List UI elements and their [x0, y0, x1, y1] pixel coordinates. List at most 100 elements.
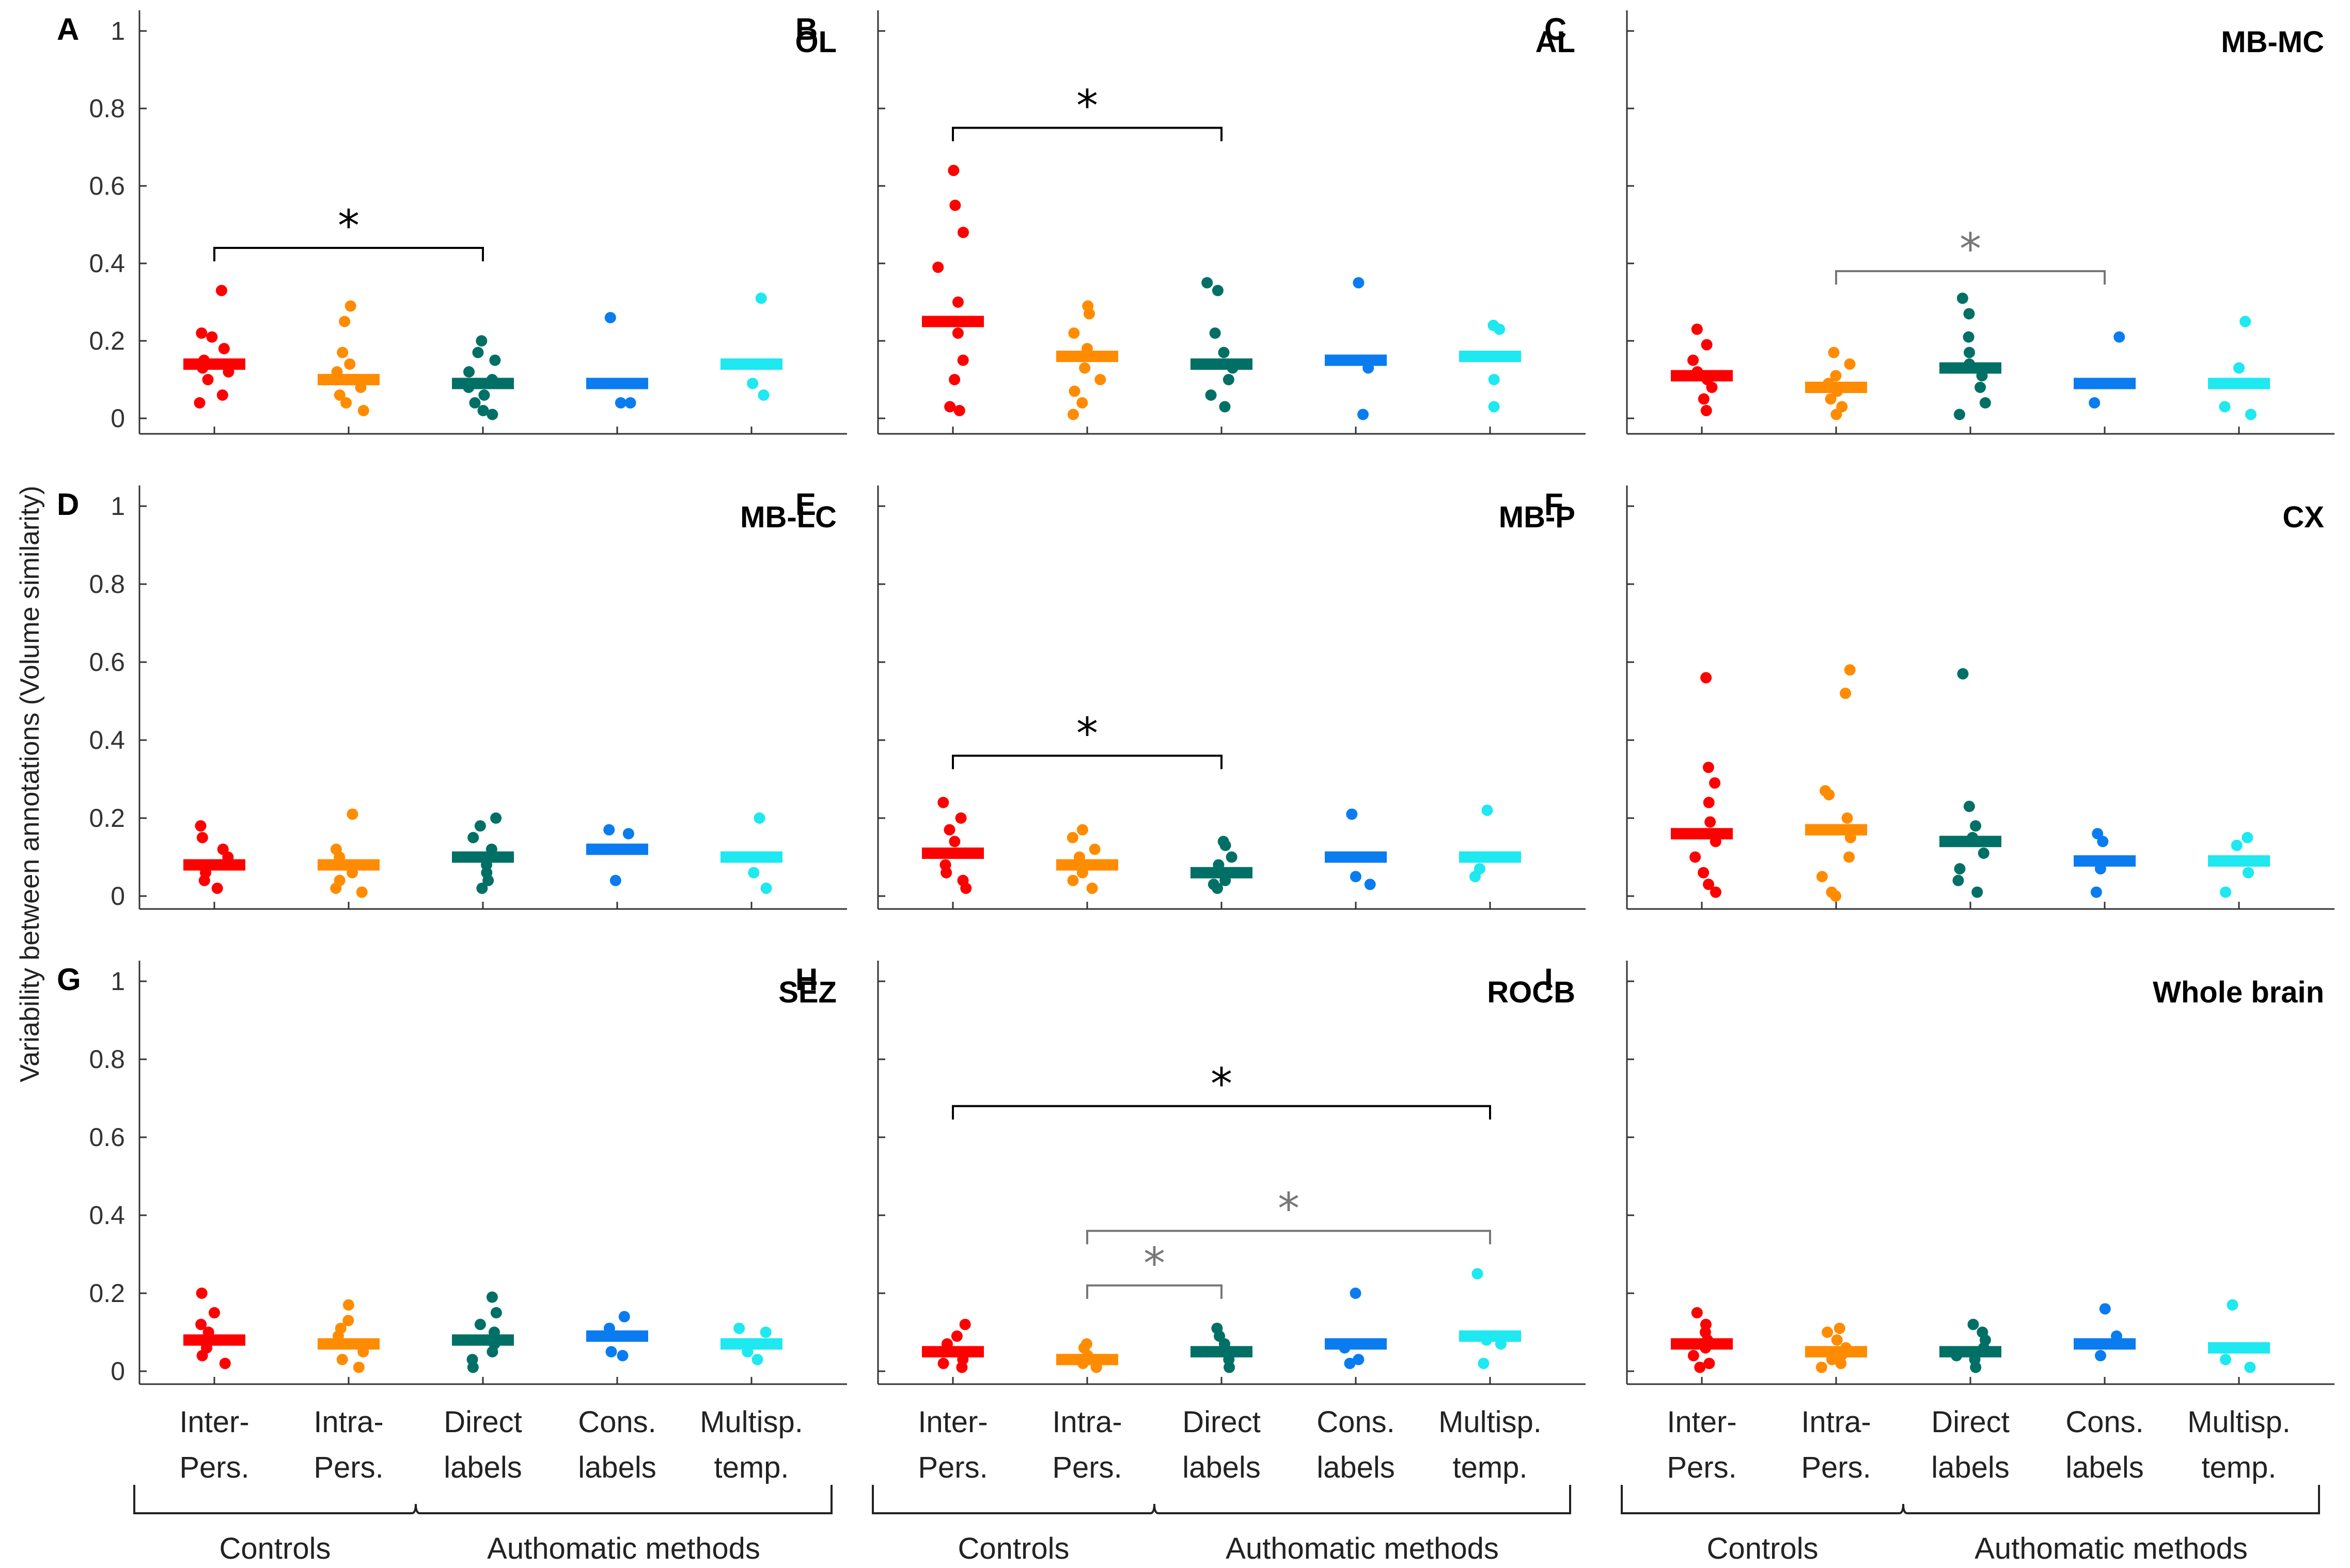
x-category-line2: temp. — [714, 1451, 789, 1484]
data-point — [336, 1354, 348, 1366]
data-point — [949, 374, 961, 385]
significance-bracket — [952, 127, 1223, 142]
data-point — [1830, 890, 1842, 902]
data-point — [334, 389, 346, 401]
data-point — [1694, 1361, 1706, 1373]
data-point — [467, 1361, 479, 1373]
data-point — [474, 1319, 486, 1330]
group-label-controls: Controls — [958, 1532, 1070, 1565]
panel-I — [1626, 961, 2335, 1385]
data-point — [1834, 1322, 1845, 1334]
panel-title: MB-MC — [2221, 25, 2324, 59]
significance-star: * — [1278, 1183, 1299, 1234]
y-tick-label: 0.2 — [89, 326, 125, 355]
significance-bracket — [1086, 1284, 1223, 1299]
data-point — [1967, 1319, 1979, 1330]
x-category-label: Intra- Pers. — [1052, 1400, 1122, 1491]
x-category-line2: temp. — [2201, 1451, 2277, 1484]
data-point — [1068, 327, 1080, 339]
data-point — [1076, 824, 1088, 836]
x-category-line1: Inter- — [1667, 1405, 1737, 1439]
panel-title: AL — [1535, 25, 1575, 59]
data-point — [2245, 409, 2257, 420]
data-point — [604, 312, 616, 323]
group-label-automatic: Authomatic methods — [487, 1532, 760, 1565]
significance-star: * — [1960, 224, 1981, 274]
x-category-line2: Pers. — [1667, 1451, 1737, 1484]
panel-letter: C — [1544, 12, 1567, 46]
data-point — [1698, 393, 1710, 405]
x-category-label: Direct labels — [444, 1400, 522, 1491]
group-brackets — [872, 1485, 1571, 1514]
significance-bracket — [952, 755, 1223, 770]
data-point — [1089, 843, 1101, 855]
data-point — [952, 327, 964, 339]
data-point — [1076, 397, 1088, 409]
y-tick-label: 0.8 — [89, 1045, 125, 1074]
significance-bracket — [952, 1105, 1491, 1120]
data-point — [622, 828, 634, 840]
data-point — [617, 1350, 629, 1361]
y-tick-label: 1 — [111, 967, 125, 996]
data-point — [353, 1361, 365, 1373]
x-category-line2: labels — [444, 1451, 522, 1484]
data-point — [1079, 362, 1091, 374]
data-point — [2094, 1350, 2106, 1361]
data-point — [1841, 812, 1853, 824]
data-point — [476, 335, 488, 347]
panel-G — [138, 961, 847, 1385]
data-point — [1844, 664, 1856, 676]
group-bracket-line — [1621, 1485, 2320, 1514]
data-point — [2219, 401, 2231, 413]
data-point — [948, 165, 960, 176]
data-point — [1364, 879, 1376, 890]
x-category-line2: Pers. — [1052, 1451, 1122, 1484]
x-category-line2: labels — [1317, 1451, 1395, 1484]
panel-letter: F — [1544, 487, 1563, 522]
data-point — [196, 1350, 208, 1361]
data-point — [467, 832, 479, 843]
data-point — [1687, 354, 1699, 366]
significance-bracket — [213, 247, 484, 261]
data-point — [1346, 808, 1358, 820]
data-point — [1205, 389, 1217, 401]
data-point — [487, 1346, 498, 1358]
data-point — [2239, 316, 2251, 327]
group-label-controls: Controls — [1706, 1532, 1819, 1565]
data-point — [1709, 777, 1721, 789]
data-point — [1956, 292, 1968, 304]
data-point — [2097, 836, 2109, 848]
x-category-label: Cons. labels — [578, 1400, 656, 1491]
x-category-line1: Intra- — [314, 1405, 384, 1439]
data-point — [624, 397, 636, 409]
data-point — [1963, 331, 1975, 343]
panel-B: * — [877, 10, 1586, 435]
data-point — [1843, 851, 1855, 863]
x-category-line2: Pers. — [179, 1451, 249, 1484]
data-point — [1226, 851, 1237, 863]
panel-title: SEZ — [778, 976, 837, 1009]
significance-star: * — [1143, 1238, 1165, 1289]
significance-bracket — [1835, 270, 2106, 285]
data-point — [955, 812, 967, 824]
data-point — [2243, 867, 2254, 879]
y-tick-label: 0.4 — [89, 1201, 125, 1230]
data-point — [949, 199, 961, 211]
data-point — [487, 409, 498, 420]
data-point — [342, 1314, 354, 1326]
data-point — [2231, 839, 2243, 851]
x-category-line1: Intra- — [1801, 1405, 1871, 1439]
data-point — [215, 285, 227, 296]
data-point — [196, 1288, 208, 1299]
significance-star: * — [1076, 81, 1098, 131]
data-point — [1703, 1357, 1715, 1369]
x-category-label: Intra- Pers. — [314, 1400, 383, 1491]
data-point — [1702, 761, 1714, 773]
y-tick-label: 0 — [111, 882, 125, 911]
data-point — [2099, 1303, 2111, 1315]
data-point — [357, 405, 369, 416]
data-point — [1978, 847, 1989, 859]
data-point — [1687, 1350, 1699, 1361]
data-point — [209, 1307, 221, 1319]
